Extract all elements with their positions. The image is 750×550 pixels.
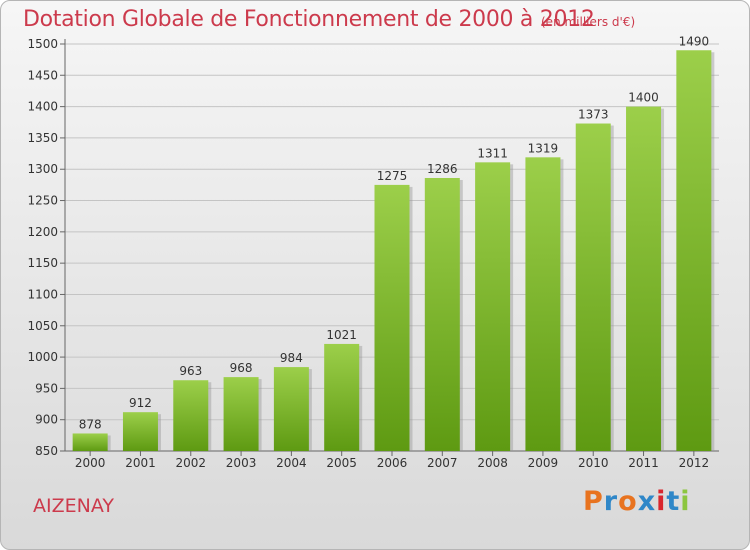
- x-tick-label: 2006: [377, 456, 408, 470]
- bar: [475, 162, 511, 451]
- y-tick-label: 1400: [27, 100, 58, 114]
- y-tick-label: 1100: [27, 287, 58, 301]
- x-tick-label: 2003: [226, 456, 257, 470]
- bar: [223, 377, 259, 451]
- bar: [273, 367, 309, 451]
- y-tick-label: 850: [35, 444, 58, 458]
- data-label: 968: [230, 361, 253, 375]
- x-tick-label: 2004: [276, 456, 307, 470]
- bar: [575, 123, 611, 451]
- data-label: 1311: [477, 146, 508, 160]
- y-tick-label: 1050: [27, 319, 58, 333]
- data-label: 1275: [377, 169, 408, 183]
- logo-letter: x: [637, 486, 657, 517]
- data-label: 1021: [326, 328, 357, 342]
- y-tick-label: 1300: [27, 162, 58, 176]
- data-label: 1490: [679, 34, 710, 48]
- y-tick-label: 1250: [27, 194, 58, 208]
- x-tick-label: 2005: [326, 456, 357, 470]
- data-label: 912: [129, 396, 152, 410]
- y-tick-label: 1000: [27, 350, 58, 364]
- chart-subtitle: (en milliers d'€): [541, 15, 636, 29]
- x-tick-label: 2002: [175, 456, 206, 470]
- logo-letter: i: [656, 486, 667, 517]
- bar: [676, 50, 712, 452]
- bar: [324, 343, 360, 451]
- x-tick-label: 2008: [477, 456, 508, 470]
- y-tick-label: 950: [35, 381, 58, 395]
- bar: [525, 157, 561, 451]
- bar: [173, 380, 209, 451]
- chart-title: Dotation Globale de Fonctionnement de 20…: [23, 7, 595, 32]
- data-label: 1286: [427, 162, 458, 176]
- proxiti-logo: Proxiti: [583, 486, 691, 517]
- logo-letter: P: [583, 486, 604, 517]
- data-label: 1400: [628, 91, 659, 105]
- y-tick-label: 900: [35, 413, 58, 427]
- data-label: 984: [280, 351, 303, 365]
- x-tick-label: 2010: [578, 456, 609, 470]
- data-label: 878: [79, 417, 102, 431]
- x-tick-label: 2012: [679, 456, 710, 470]
- logo-letter: t: [666, 486, 681, 517]
- bar: [374, 184, 410, 451]
- x-tick-label: 2001: [125, 456, 156, 470]
- data-label: 963: [179, 364, 202, 378]
- data-label: 1373: [578, 108, 609, 122]
- bar: [626, 106, 662, 451]
- y-tick-label: 1500: [27, 37, 58, 51]
- data-label: 1319: [528, 141, 559, 155]
- logo-letter: o: [618, 486, 638, 517]
- bar: [72, 433, 108, 451]
- x-tick-label: 2007: [427, 456, 458, 470]
- bar: [424, 177, 460, 451]
- bar: [122, 412, 158, 451]
- town-name: AIZENAY: [33, 495, 114, 517]
- x-tick-label: 2011: [628, 456, 659, 470]
- y-tick-label: 1450: [27, 68, 58, 82]
- y-tick-label: 1150: [27, 256, 58, 270]
- x-tick-label: 2000: [75, 456, 106, 470]
- y-tick-label: 1200: [27, 225, 58, 239]
- logo-letter: r: [603, 486, 619, 517]
- logo-letter: i: [680, 486, 691, 517]
- x-tick-label: 2009: [528, 456, 559, 470]
- y-tick-label: 1350: [27, 131, 58, 145]
